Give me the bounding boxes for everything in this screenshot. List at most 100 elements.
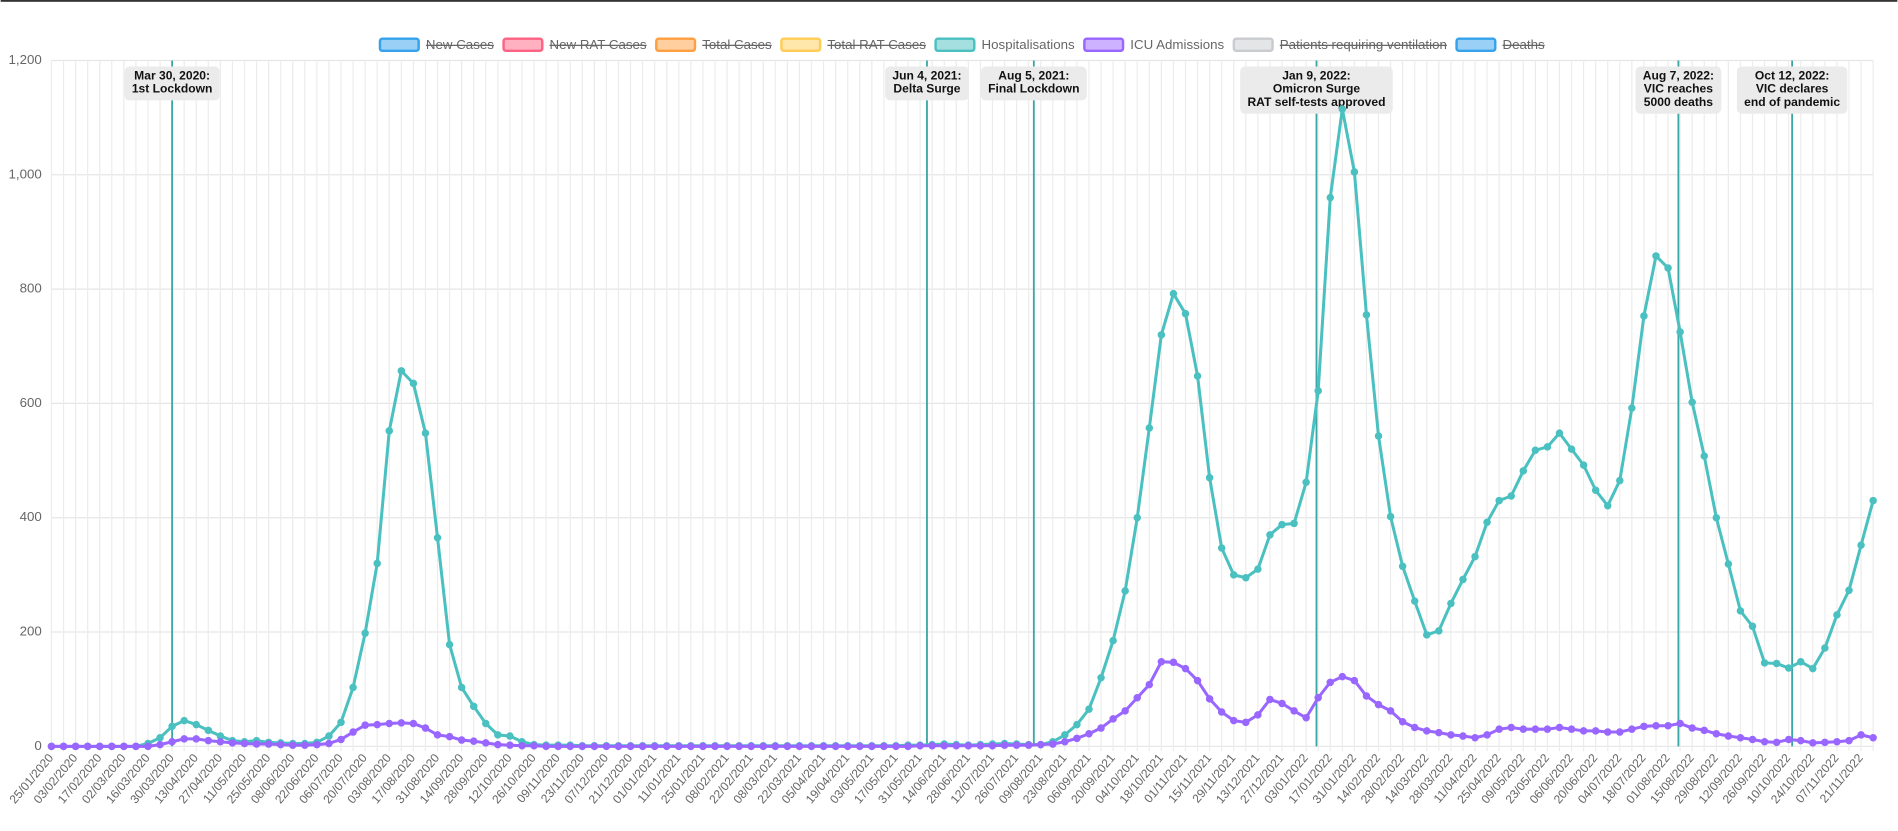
- data-point: [1036, 740, 1045, 749]
- data-point: [1591, 727, 1600, 735]
- data-point: [506, 741, 514, 749]
- data-point: [952, 742, 961, 750]
- data-point: [1700, 452, 1708, 460]
- data-point: [1748, 735, 1757, 744]
- data-point: [337, 718, 345, 727]
- annotation-box: [1635, 66, 1722, 114]
- legend-label: New Cases: [426, 37, 494, 52]
- data-point: [988, 742, 997, 750]
- legend-item[interactable]: Total Cases: [655, 37, 772, 53]
- legend-swatch: [655, 37, 697, 53]
- data-point: [1049, 740, 1057, 748]
- annotation-box: [980, 66, 1087, 101]
- series-line: [51, 660, 1874, 748]
- data-point: [120, 742, 128, 751]
- data-point: [252, 740, 261, 748]
- data-point: [1483, 731, 1491, 739]
- legend-swatch: [934, 37, 976, 53]
- data-point: [1664, 722, 1672, 730]
- data-point: [445, 732, 454, 741]
- grid: [50, 59, 1874, 752]
- data-point: [421, 429, 430, 437]
- legend: New Cases New RAT Cases Total Cases Total R…: [378, 37, 1545, 53]
- data-point: [469, 702, 478, 711]
- data-point: [1109, 636, 1117, 645]
- data-point: [1748, 622, 1757, 631]
- legend-label: ICU Admissions: [1130, 37, 1224, 52]
- data-point: [1061, 738, 1069, 746]
- data-point: [301, 741, 309, 749]
- data-point: [530, 742, 538, 750]
- data-point: [1603, 501, 1612, 510]
- data-point: [361, 629, 369, 637]
- annotation-text: 5000 deaths: [1644, 95, 1713, 109]
- legend-item[interactable]: New Cases: [378, 37, 494, 53]
- data-point: [1410, 723, 1419, 732]
- data-point: [928, 742, 936, 750]
- legend-label: Hospitalisations: [982, 37, 1075, 52]
- data-point: [1471, 734, 1479, 742]
- data-point: [1459, 732, 1467, 740]
- data-point: [892, 742, 900, 751]
- data-point: [1772, 659, 1781, 668]
- plot: [47, 105, 1877, 751]
- data-point: [1338, 672, 1347, 681]
- data-point: [228, 739, 237, 747]
- legend-item[interactable]: Hospitalisations: [934, 37, 1075, 53]
- data-point: [1302, 478, 1310, 487]
- annotation-text: VIC reaches: [1644, 82, 1713, 96]
- data-point: [1061, 731, 1069, 739]
- annotation-text: VIC declares: [1756, 82, 1829, 96]
- legend-label: New RAT Cases: [550, 37, 647, 52]
- data-point: [1567, 725, 1576, 733]
- top-border: [0, 0, 1898, 2]
- data-point: [747, 742, 755, 751]
- legend-item[interactable]: ICU Admissions: [1083, 37, 1225, 53]
- data-point: [1314, 387, 1322, 395]
- legend-item[interactable]: New RAT Cases: [502, 37, 647, 53]
- data-point: [554, 742, 562, 751]
- data-point: [47, 742, 56, 751]
- data-point: [868, 742, 876, 751]
- legend-item[interactable]: Patients requiring ventilation: [1232, 37, 1447, 53]
- legend-label: Total Cases: [702, 37, 772, 52]
- data-point: [1121, 587, 1129, 595]
- legend-item[interactable]: Deaths: [1455, 37, 1545, 53]
- data-point: [1326, 678, 1335, 687]
- data-point: [1640, 722, 1648, 731]
- data-point: [1555, 723, 1564, 732]
- data-point: [1205, 473, 1214, 482]
- data-point: [1845, 586, 1853, 595]
- data-point: [759, 742, 767, 751]
- data-point: [1688, 398, 1696, 407]
- data-point: [1591, 486, 1600, 495]
- data-point: [276, 740, 285, 749]
- data-point: [687, 742, 695, 751]
- data-point: [1821, 738, 1829, 747]
- data-point: [1242, 718, 1250, 727]
- annotation-text: end of pandemic: [1744, 95, 1840, 109]
- legend-label: Patients requiring ventilation: [1280, 37, 1447, 52]
- data-point: [771, 742, 780, 751]
- data-point: [349, 728, 357, 736]
- data-point: [1784, 664, 1793, 672]
- legend-item[interactable]: Total RAT Cases: [780, 37, 926, 53]
- data-point: [1374, 432, 1383, 440]
- data-point: [1845, 736, 1853, 745]
- data-point: [469, 737, 478, 745]
- data-point: [313, 740, 321, 749]
- legend-label: Deaths: [1503, 37, 1545, 52]
- annotation-text: Jan 9, 2022:: [1282, 68, 1351, 82]
- data-point: [1809, 664, 1817, 673]
- annotation-text: Mar 30, 2020:: [134, 68, 210, 82]
- data-point: [95, 742, 104, 751]
- data-point: [675, 742, 683, 751]
- data-point: [1772, 738, 1781, 747]
- data-point: [1423, 631, 1431, 639]
- data-point: [108, 742, 116, 751]
- data-point: [1435, 728, 1443, 737]
- data-point: [1012, 741, 1021, 749]
- data-point: [168, 722, 176, 731]
- data-point: [457, 683, 466, 692]
